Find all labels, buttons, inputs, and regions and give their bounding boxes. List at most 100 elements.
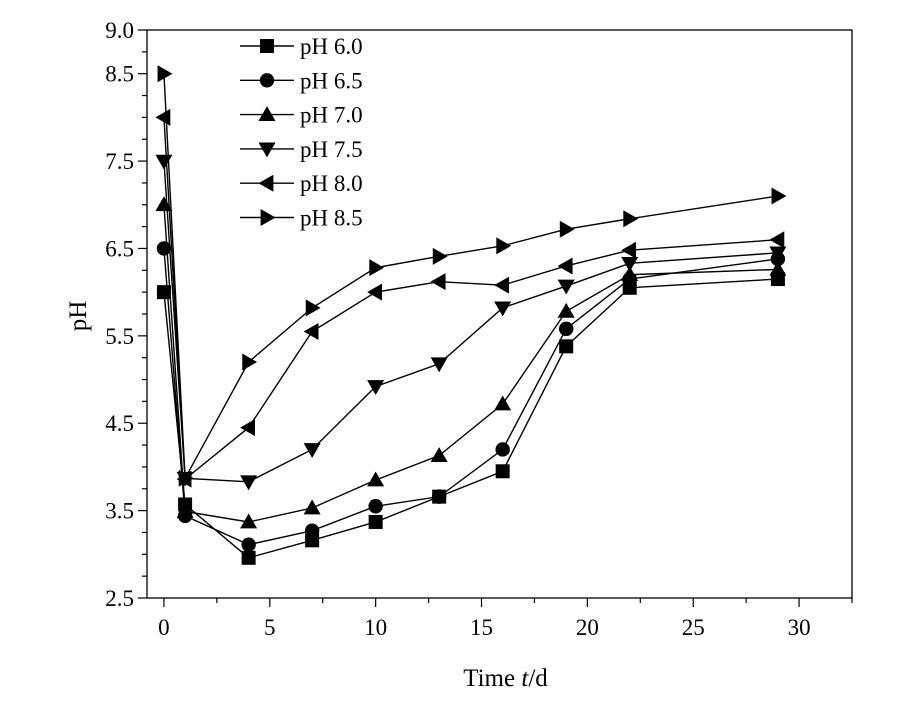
data-point — [368, 514, 383, 529]
data-point — [303, 499, 321, 515]
data-point — [155, 196, 173, 212]
y-tick-label: 9.0 — [105, 18, 134, 43]
legend-entry: pH 6.5 — [240, 68, 363, 93]
data-point — [304, 523, 320, 538]
axes: 0 5 10 15 20 25 30 2.5 3.5 4.5 5.5 6.5 7.5 8.5 9.0 — [105, 18, 853, 640]
legend-entry: pH 8.5 — [240, 206, 363, 231]
legend-entry: pH 6.0 — [240, 34, 363, 59]
data-point — [303, 443, 321, 458]
data-point — [769, 231, 785, 249]
data-point — [367, 380, 385, 396]
data-point — [241, 550, 256, 565]
series-line — [163, 117, 778, 481]
data-point — [621, 266, 639, 282]
series-line — [163, 278, 778, 559]
data-point — [240, 475, 258, 491]
data-point — [369, 259, 385, 277]
data-point — [240, 419, 255, 437]
data-point — [558, 321, 574, 337]
x-tick-label: 15 — [470, 615, 493, 640]
data-point — [368, 499, 383, 514]
data-point — [559, 339, 574, 354]
x-tick-label: 25 — [682, 615, 705, 640]
legend-label: pH 6.5 — [300, 68, 363, 93]
legend: pH 6.0 pH 6.5 pH 7.0 pH 7.5 pH 8.0 pH 8.5 — [240, 34, 363, 231]
x-axis-title-unit: /d — [528, 665, 548, 692]
legend-marker — [260, 39, 274, 53]
x-axis-title-variable: t — [521, 665, 529, 692]
data-point — [367, 283, 383, 301]
legend-label: pH 7.5 — [300, 137, 363, 162]
data-point — [431, 489, 447, 504]
data-point — [771, 187, 787, 205]
data-point — [432, 247, 448, 265]
data-point — [494, 301, 512, 317]
x-tick-label: 0 — [158, 615, 170, 640]
data-point — [242, 353, 258, 371]
y-tick-label: 4.5 — [105, 411, 134, 436]
data-point — [621, 241, 637, 259]
data-point — [621, 256, 639, 272]
y-tick-label: 2.5 — [105, 586, 134, 611]
data-point — [557, 279, 575, 295]
x-axis-title-text: Time — [463, 665, 521, 692]
data-point — [176, 502, 194, 518]
data-point — [303, 322, 319, 340]
series-line — [163, 161, 778, 483]
data-point — [769, 246, 787, 262]
legend-label: pH 8.5 — [300, 206, 363, 231]
legend-marker — [258, 106, 276, 121]
x-tick-label: 30 — [788, 615, 811, 640]
y-tick-label: 5.5 — [105, 324, 134, 349]
data-point — [241, 537, 256, 552]
x-tick-label: 10 — [364, 615, 387, 640]
data-point — [430, 447, 448, 462]
y-tick-label: 7.5 — [105, 149, 134, 174]
legend-entry: pH 8.0 — [240, 171, 363, 196]
series-group — [155, 65, 787, 565]
data-point — [623, 210, 639, 228]
series-pH-8-5 — [157, 65, 787, 487]
legend-marker — [259, 73, 275, 88]
data-point — [430, 273, 446, 291]
data-point — [559, 220, 575, 238]
legend-label: pH 8.0 — [300, 171, 363, 196]
y-tick-label: 6.5 — [105, 236, 134, 261]
series-pH-7-5 — [155, 154, 787, 491]
series-line — [163, 248, 778, 546]
data-point — [155, 108, 171, 126]
legend-entry: pH 7.0 — [240, 103, 363, 128]
legend-marker — [258, 174, 274, 192]
data-point — [156, 285, 171, 300]
data-point — [240, 513, 258, 529]
data-point — [178, 469, 194, 487]
series-line — [163, 73, 779, 481]
legend-label: pH 6.0 — [300, 34, 363, 59]
x-tick-label: 5 — [264, 615, 276, 640]
legend-entry: pH 7.5 — [240, 137, 363, 162]
legend-marker — [260, 209, 276, 226]
data-point — [157, 65, 173, 83]
data-point — [495, 464, 510, 479]
data-point — [155, 154, 173, 170]
data-point — [367, 471, 385, 487]
x-axis-title: Time t/d — [463, 665, 548, 692]
series-pH-6-5 — [156, 241, 786, 552]
series-line — [163, 204, 778, 523]
legend-marker — [258, 142, 276, 158]
data-point — [430, 357, 448, 373]
y-axis-title: pH — [65, 301, 92, 332]
data-point — [495, 442, 510, 457]
data-point — [305, 299, 321, 317]
data-point — [557, 302, 575, 318]
series-pH-7-0 — [155, 196, 787, 529]
data-point — [494, 276, 510, 294]
y-tick-label: 3.5 — [105, 499, 134, 524]
data-point — [496, 237, 512, 255]
x-tick-label: 20 — [576, 615, 599, 640]
data-point — [557, 257, 573, 275]
data-point — [769, 260, 787, 276]
y-tick-label: 8.5 — [105, 62, 134, 87]
